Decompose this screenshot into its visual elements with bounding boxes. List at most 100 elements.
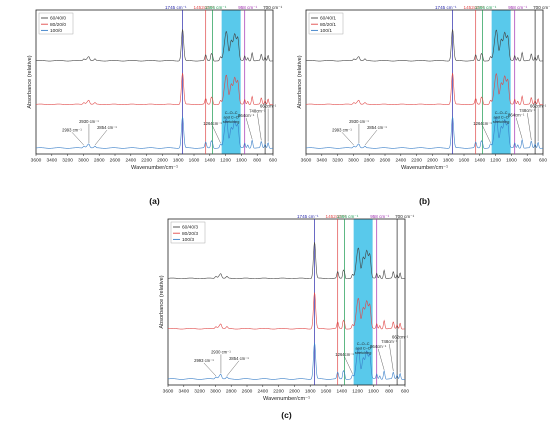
annotation-arrow (515, 117, 523, 139)
plot-frame (35, 9, 274, 155)
x-tick-label: 800 (523, 158, 531, 164)
spectrum-line (305, 29, 544, 62)
x-tick-label: 2200 (411, 158, 422, 164)
x-tick-label: 1800 (305, 389, 316, 395)
spectrum-line (35, 116, 274, 149)
annotation-arrow (344, 356, 353, 374)
x-tick-label: 3200 (62, 158, 73, 164)
peak-annotation: 864cm⁻¹ (370, 344, 387, 349)
x-tick-label: 1200 (220, 158, 231, 164)
x-tick-label: 2000 (427, 158, 438, 164)
reference-line-label: 958 cm⁻¹ (508, 5, 527, 10)
x-tick-label: 3000 (78, 158, 89, 164)
peak-annotation: 2993 cm⁻¹ (62, 127, 82, 132)
legend-entry: 80/20/3 (182, 231, 198, 237)
x-tick-label: 1200 (490, 158, 501, 164)
reference-line-label: 958 cm⁻¹ (370, 214, 389, 219)
x-tick-label: 1400 (204, 158, 215, 164)
annotation-arrow (341, 132, 355, 146)
peak-annotation: 748cm⁻¹ (519, 108, 536, 113)
x-tick-label: 2200 (273, 389, 284, 395)
reference-line-label: 1452cm⁻¹ (464, 5, 485, 10)
x-tick-label: 2400 (257, 389, 268, 395)
x-tick-label: 3600 (31, 158, 42, 164)
x-tick-label: 3600 (163, 389, 174, 395)
shaded-region-label-line: and C–O (224, 116, 239, 120)
shaded-region-label-line: C–O–C (357, 342, 370, 346)
peak-annotation: 662cm⁻¹ (530, 103, 547, 108)
annotation-arrow (94, 130, 108, 146)
y-axis-label: Absorbance (relative) (297, 55, 303, 108)
x-tick-label: 1600 (189, 158, 200, 164)
spectrum-line (167, 342, 406, 380)
x-tick-label: 1000 (368, 389, 379, 395)
legend-entry: 60/40/3 (182, 225, 198, 231)
annotation-arrow (212, 125, 221, 144)
x-tick-label: 3600 (301, 158, 312, 164)
reference-line-label: 1366 cm⁻¹ (205, 5, 227, 10)
x-tick-label: 1000 (506, 158, 517, 164)
shaded-region (491, 10, 511, 154)
shaded-region-label-line: C–O–C (225, 111, 238, 115)
peak-annotation: 748cm⁻¹ (249, 108, 266, 113)
shaded-region-label: C–O–C and C–O stretching (355, 342, 371, 355)
peak-annotation: 2930 cm⁻¹ (349, 119, 369, 124)
x-tick-label: 2800 (364, 158, 375, 164)
annotation-arrow (245, 118, 253, 140)
x-tick-label: 1800 (173, 158, 184, 164)
peak-annotation: 864cm⁻¹ (238, 113, 255, 118)
reference-line-label: 1452cm⁻¹ (326, 214, 347, 219)
x-tick-label: 800 (253, 158, 261, 164)
x-tick-label: 2200 (141, 158, 152, 164)
legend-entry: 80/20/0 (50, 22, 66, 28)
reference-line-label: 1745 cm⁻¹ (165, 5, 187, 10)
reference-line-label: 1366 cm⁻¹ (337, 214, 359, 219)
shaded-region-label-line: stretching (355, 351, 371, 355)
x-tick-label: 600 (269, 158, 277, 164)
spectrum-line (35, 72, 274, 105)
peak-annotation: 1264cm⁻¹ (203, 121, 222, 126)
peak-annotation: 2854 cm⁻¹ (229, 356, 249, 361)
x-tick-label: 3200 (194, 389, 205, 395)
x-tick-label: 2400 (395, 158, 406, 164)
peak-annotation: 662cm⁻¹ (392, 334, 409, 339)
x-tick-label: 2600 (380, 158, 391, 164)
y-axis-label: Absorbance (relative) (27, 55, 33, 108)
x-tick-label: 1000 (236, 158, 247, 164)
reference-line-label: 1745 cm⁻¹ (435, 5, 457, 10)
peak-annotation: 1264cm⁻¹ (335, 352, 354, 357)
x-tick-label: 800 (385, 389, 393, 395)
legend-entry: 60/40/0 (50, 16, 66, 22)
panel-label: (a) (149, 196, 160, 206)
x-tick-label: 2800 (94, 158, 105, 164)
reference-line-label: 958 cm⁻¹ (238, 5, 257, 10)
x-tick-label: 1400 (474, 158, 485, 164)
legend-entry: 80/20/1 (320, 22, 336, 28)
peak-annotation: 1264cm⁻¹ (473, 121, 492, 126)
x-tick-label: 3000 (210, 389, 221, 395)
peak-annotation: 2930 cm⁻¹ (79, 119, 99, 124)
annotation-arrow (257, 113, 262, 141)
peak-annotation: 662cm⁻¹ (260, 104, 277, 109)
shaded-region-label-line: C–O–C (495, 111, 508, 115)
shaded-region-label-line: stretching (493, 120, 509, 124)
reference-line-label: 1452cm⁻¹ (194, 5, 215, 10)
annotation-arrow (389, 344, 394, 372)
x-tick-label: 600 (401, 389, 409, 395)
x-tick-label: 1400 (336, 389, 347, 395)
x-tick-label: 2600 (242, 389, 253, 395)
reference-line-label: 1745 cm⁻¹ (297, 214, 319, 219)
peak-annotation: 2854 cm⁻¹ (367, 125, 387, 130)
annotation-arrow (364, 130, 378, 146)
shaded-region (353, 219, 373, 385)
reference-line-label: 700 cm⁻¹ (533, 5, 550, 10)
peak-annotation: 2993 cm⁻¹ (194, 358, 214, 363)
shaded-region-label-line: stretching (223, 120, 239, 124)
x-tick-label: 1600 (459, 158, 470, 164)
spectrum-line (305, 72, 544, 105)
